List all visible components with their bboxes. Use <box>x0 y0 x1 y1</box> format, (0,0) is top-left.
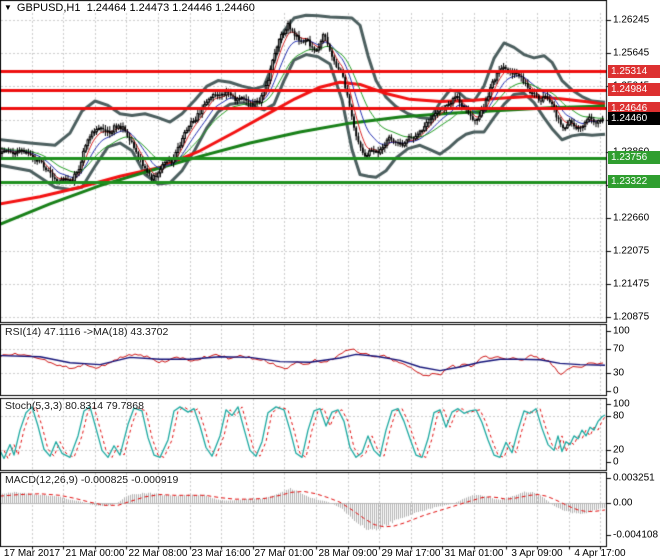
rsi-axis-label: 30 <box>613 367 625 379</box>
time-axis-label: 17 Mar 2017 <box>3 548 61 559</box>
macd-indicator-label: MACD(12,26,9) -0.000825 -0.000919 <box>5 474 179 486</box>
resistance-price-badge: 1.24984 <box>608 83 660 97</box>
resistance-price-badge: 1.25314 <box>608 64 660 78</box>
price-axis-label: 1.22075 <box>613 245 650 257</box>
time-axis-label: 3 Apr 09:00 <box>511 548 563 559</box>
time-axis-label: 21 Mar 00:00 <box>65 548 125 559</box>
symbol-timeframe-label: GBPUSD,H1 <box>16 2 81 14</box>
rsi-indicator-label: RSI(14) 47.1116 ->MA(18) 43.3702 <box>5 326 169 338</box>
support-price-badge: 1.23756 <box>608 151 660 165</box>
stoch-axis-label: 80 <box>613 410 625 422</box>
stoch-axis-label: 100 <box>613 398 630 410</box>
rsi-axis-label: 100 <box>613 325 630 337</box>
chart-title: ▼ GBPUSD,H1 1.24464 1.24473 1.24446 1.244… <box>4 2 255 14</box>
support-price-badge: 1.23322 <box>608 175 660 189</box>
time-axis-label: 22 Mar 08:00 <box>128 548 188 559</box>
time-axis-label: 31 Mar 01:00 <box>444 548 504 559</box>
price-axis-label: 1.22660 <box>613 212 650 224</box>
time-axis-label: 27 Mar 01:00 <box>254 548 314 559</box>
time-axis-label: 29 Mar 17:00 <box>381 548 441 559</box>
time-axis-label: 4 Apr 17:00 <box>574 548 626 559</box>
resistance-price-badge: 1.24646 <box>608 101 660 115</box>
price-axis-label: 1.21475 <box>613 278 650 290</box>
chevron-down-icon[interactable]: ▼ <box>4 3 12 12</box>
stochastic-indicator-label: Stoch(5,3,3) 80.8314 79.7868 <box>5 400 144 412</box>
macd-axis-label: 0.003251 <box>613 472 655 484</box>
price-axis-label: 1.25645 <box>613 47 650 59</box>
macd-axis-label: 0.00 <box>613 497 633 509</box>
stoch-axis-label: 0 <box>613 456 619 468</box>
stoch-axis-label: 20 <box>613 444 625 456</box>
rsi-axis-label: 0 <box>613 385 619 397</box>
price-axis-label: 1.26245 <box>613 14 650 26</box>
current-price-badge: 1.24460 <box>608 112 660 126</box>
price-axis-label: 1.20875 <box>613 311 650 323</box>
macd-axis-label: -0.004108 <box>613 529 659 541</box>
rsi-axis-label: 70 <box>613 343 625 355</box>
time-axis-label: 28 Mar 09:00 <box>318 548 378 559</box>
time-axis-label: 23 Mar 16:00 <box>191 548 251 559</box>
ohlc-values: 1.24464 1.24473 1.24446 1.24460 <box>86 2 255 14</box>
